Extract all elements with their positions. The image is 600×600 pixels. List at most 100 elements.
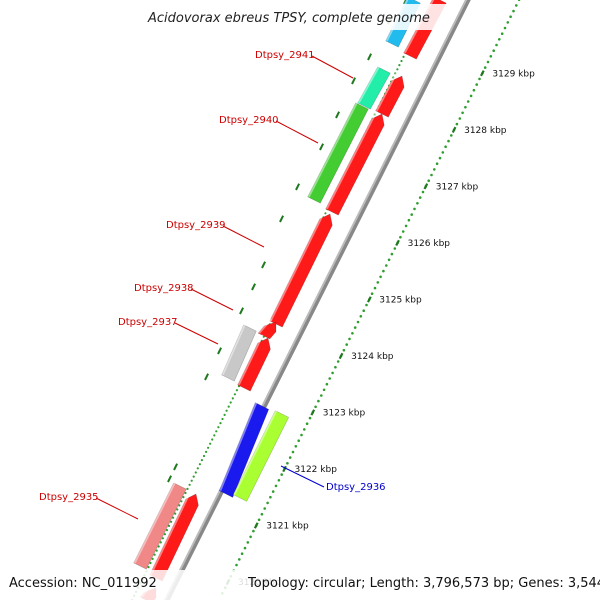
- scale-dot: [359, 315, 363, 318]
- dtpsy-2936-label[interactable]: Dtpsy_2936: [326, 482, 386, 493]
- scale-dot: [252, 529, 255, 533]
- scale-dot: [416, 202, 419, 205]
- dtpsy-2939-label[interactable]: Dtpsy_2939: [166, 220, 226, 231]
- scale-label: 3124 kbp: [351, 352, 394, 362]
- outer-tick: [319, 143, 324, 151]
- scale-dot: [246, 541, 250, 544]
- scale-dot: [418, 196, 422, 199]
- outer-dot: [402, 55, 405, 59]
- backbone-shadow: [164, 0, 471, 600]
- scale-dot: [303, 428, 306, 431]
- outer-dot: [178, 504, 181, 507]
- outer-dot: [194, 471, 197, 474]
- outer-dot: [174, 512, 177, 515]
- outer-dot: [324, 212, 327, 215]
- scale-dot: [297, 439, 301, 443]
- outer-tick: [204, 373, 209, 381]
- scale-dot: [322, 388, 326, 392]
- outer-dot: [151, 557, 154, 561]
- scale-dot: [492, 49, 496, 52]
- scale-dot: [498, 38, 501, 41]
- outer-tick: [279, 215, 284, 223]
- scale-dot: [260, 512, 264, 516]
- scale-tick: [253, 522, 259, 529]
- scale-label: 3129 kbp: [492, 69, 535, 79]
- outer-dot: [198, 463, 201, 466]
- scale-dot: [342, 348, 346, 352]
- scale-dot: [271, 490, 275, 493]
- outer-dot: [149, 561, 152, 565]
- dtpsy-2938-leader: [190, 288, 234, 311]
- cds-arrow-2-highlight: [375, 72, 398, 112]
- scale-label: 3123 kbp: [323, 408, 366, 418]
- cds-arrow-4: [269, 213, 333, 328]
- scale-dot: [249, 535, 252, 539]
- scale-dot: [300, 433, 303, 437]
- outer-tick: [403, 0, 408, 5]
- outer-dot: [373, 113, 376, 116]
- scale-tick: [480, 70, 485, 77]
- scale-dot: [466, 100, 470, 103]
- cds-arrow-3-highlight: [325, 110, 378, 210]
- scale-dot: [317, 399, 320, 403]
- scale-label: 3122 kbp: [295, 465, 338, 475]
- scale-dot: [512, 9, 515, 13]
- scale-dot: [478, 77, 481, 81]
- gene-block-green: [307, 102, 369, 204]
- scale-dot: [334, 365, 337, 369]
- outer-dot: [207, 446, 210, 449]
- dtpsy-2937-label[interactable]: Dtpsy_2937: [118, 317, 178, 328]
- scale-dot: [328, 377, 332, 380]
- scale-dot: [314, 405, 317, 409]
- accession-text: Accession: NC_011992: [9, 576, 157, 591]
- scale-dot: [441, 151, 445, 154]
- outer-dot: [186, 487, 189, 490]
- scale-tick: [367, 296, 372, 303]
- outer-dot: [200, 459, 203, 462]
- scale-dot: [294, 445, 298, 448]
- scale-dot: [393, 247, 397, 250]
- outer-dot: [165, 529, 169, 532]
- scale-dot: [243, 546, 247, 550]
- scale-label: 3128 kbp: [464, 126, 507, 136]
- outer-dot: [180, 500, 183, 503]
- scale-dot: [320, 394, 323, 397]
- scale-dot: [500, 32, 504, 35]
- scale-dot: [331, 371, 334, 375]
- scale-dot: [506, 21, 510, 24]
- scale-dot: [266, 501, 269, 505]
- dtpsy-2935-label[interactable]: Dtpsy_2935: [39, 492, 99, 503]
- cds-arrow-4-highlight: [269, 210, 326, 322]
- outer-dot: [196, 467, 199, 470]
- outer-tick: [217, 347, 222, 355]
- outer-dot: [400, 59, 403, 63]
- gene-labels: Dtpsy_2941 Dtpsy_2940 Dtpsy_2939 Dtpsy_2938…: [39, 50, 386, 520]
- dtpsy-2941-label[interactable]: Dtpsy_2941: [255, 50, 315, 61]
- outer-dot: [155, 549, 158, 552]
- scale-dot: [489, 55, 493, 58]
- cds-arrow-6-highlight: [237, 334, 264, 386]
- gene-block-blue-highlight: [219, 402, 258, 491]
- dtpsy-2941-leader: [311, 55, 354, 79]
- scale-dot: [280, 473, 284, 476]
- cds-arrow-6: [237, 337, 271, 392]
- outer-dot: [163, 533, 166, 536]
- scale-dot: [382, 269, 385, 273]
- scale-dot: [390, 252, 394, 256]
- dtpsy-2940-label[interactable]: Dtpsy_2940: [219, 115, 279, 126]
- scale-dot: [356, 320, 360, 324]
- scale-dot: [286, 462, 289, 465]
- gene-block-pink: [133, 482, 187, 570]
- gene-block-teal-highlight: [357, 66, 380, 104]
- outer-tick: [239, 307, 244, 315]
- outer-dot: [211, 438, 214, 441]
- outer-dot: [182, 496, 185, 499]
- scale-dot: [291, 450, 295, 454]
- outer-tick: [261, 261, 266, 269]
- outer-dot: [190, 479, 193, 482]
- scale-dot: [469, 94, 473, 98]
- gene-block-pink-highlight: [133, 482, 176, 564]
- scale-dot: [345, 343, 349, 346]
- dtpsy-2938-label[interactable]: Dtpsy_2938: [134, 283, 194, 294]
